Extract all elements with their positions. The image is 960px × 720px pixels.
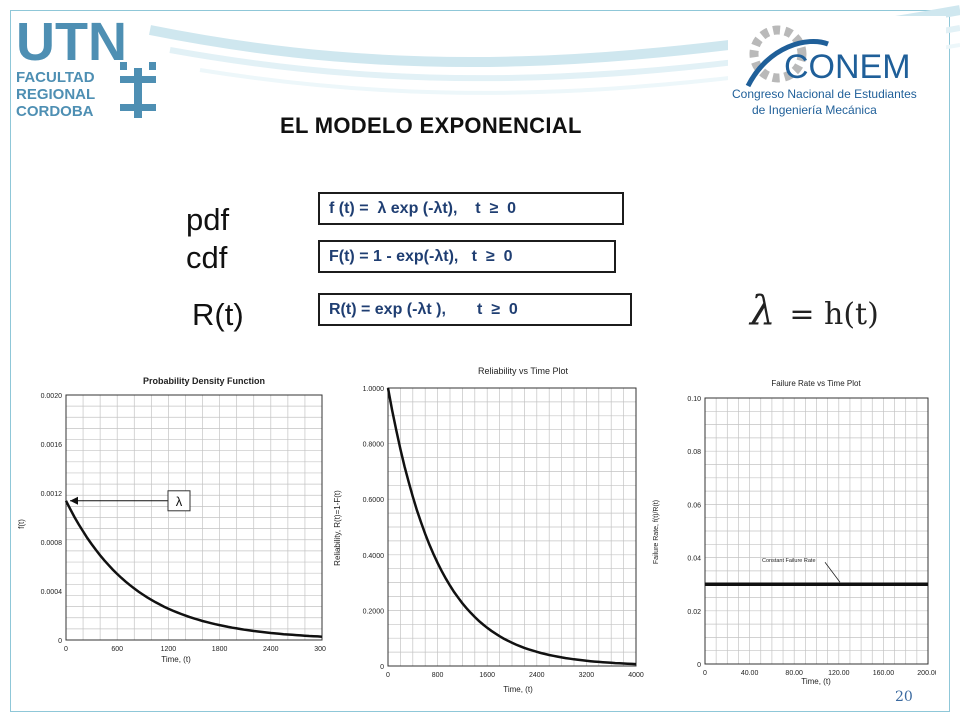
y-tick-label: 0.2000 bbox=[363, 608, 385, 615]
reliability-formula-box: R(t) = exp (-λt ), t ≥ 0 bbox=[318, 293, 632, 326]
y-tick-label: 0.06 bbox=[687, 502, 701, 509]
chart-xlabel: Time, (t) bbox=[161, 655, 191, 664]
x-tick-label: 800 bbox=[432, 672, 444, 679]
y-tick-label: 0.02 bbox=[687, 609, 701, 616]
chart-ylabel: f(t) bbox=[17, 519, 26, 529]
x-tick-label: 2400 bbox=[263, 646, 279, 653]
failure-rate-chart-svg: Failure Rate vs Time Plot Time, (t) Fail… bbox=[653, 379, 939, 686]
x-tick-label: 3200 bbox=[579, 672, 595, 679]
y-tick-label: 0.0008 bbox=[41, 540, 63, 547]
reliability-chart-svg: Reliability vs Time Plot Time, (t) Relia… bbox=[333, 366, 644, 694]
chart-title: Reliability vs Time Plot bbox=[478, 366, 569, 376]
pdf-chart: Probability Density Function Time, (t) f… bbox=[14, 368, 330, 664]
pdf-formula-box: f (t) = λ exp (-λt), t ≥ 0 bbox=[318, 192, 624, 225]
x-tick-label: 0 bbox=[386, 672, 390, 679]
y-tick-label: 0.8000 bbox=[363, 442, 385, 449]
slide-title: EL MODELO EXPONENCIAL bbox=[280, 113, 582, 138]
x-tick-label: 40.00 bbox=[741, 670, 759, 677]
pdf-label: pdf bbox=[186, 202, 230, 237]
annotation-label: Constant Failure Rate bbox=[762, 558, 816, 564]
y-tick-label: 0.10 bbox=[687, 396, 701, 403]
y-tick-label: 0.0020 bbox=[41, 393, 63, 400]
svg-text:CORDOBA: CORDOBA bbox=[16, 103, 94, 120]
pdf-chart-svg: Probability Density Function Time, (t) f… bbox=[17, 376, 330, 664]
svg-text:CONEM: CONEM bbox=[784, 48, 911, 86]
x-tick-label: 200.00 bbox=[917, 670, 936, 677]
cdf-label: cdf bbox=[186, 240, 228, 275]
reliability-label: R(t) bbox=[192, 297, 244, 332]
chart-ylabel: Failure Rate, f(t)/R(t) bbox=[653, 500, 660, 564]
y-tick-label: 0.08 bbox=[687, 449, 701, 456]
y-tick-label: 0.04 bbox=[687, 556, 701, 563]
chart-xlabel: Time, (t) bbox=[503, 685, 533, 694]
chart-ylabel: Reliability, R(t)=1-F(t) bbox=[333, 490, 342, 566]
y-tick-label: 0.6000 bbox=[363, 497, 385, 504]
y-tick-label: 0.0012 bbox=[41, 491, 63, 498]
y-tick-label: 0.0004 bbox=[41, 589, 63, 596]
page-number: 20 bbox=[895, 689, 913, 705]
y-tick-label: 0 bbox=[380, 664, 384, 671]
chart-title: Failure Rate vs Time Plot bbox=[771, 379, 861, 388]
x-tick-label: 600 bbox=[111, 646, 123, 653]
x-tick-label: 2400 bbox=[529, 672, 545, 679]
cdf-formula-box: F(t) = 1 - exp(-λt), t ≥ 0 bbox=[318, 240, 616, 273]
hazard-equation: λ = h(t) bbox=[750, 288, 879, 334]
lambda-symbol: λ bbox=[750, 288, 776, 334]
failure-rate-chart: Failure Rate vs Time Plot Time, (t) Fail… bbox=[650, 372, 939, 688]
hazard-rhs: = h(t) bbox=[789, 297, 879, 332]
reliability-chart: Reliability vs Time Plot Time, (t) Relia… bbox=[328, 358, 648, 696]
chart-xlabel: Time, (t) bbox=[801, 677, 831, 686]
annotation-label: λ bbox=[176, 494, 183, 509]
chart-title: Probability Density Function bbox=[143, 376, 265, 386]
annotation-leader bbox=[824, 561, 841, 583]
conem-logo: CONEM Congreso Nacional de Estudiantes d… bbox=[728, 16, 946, 122]
y-tick-label: 0 bbox=[58, 638, 62, 645]
x-tick-label: 0 bbox=[703, 670, 707, 677]
plot-border bbox=[387, 387, 637, 667]
series-line bbox=[386, 387, 637, 666]
x-tick-label: 4000 bbox=[628, 672, 644, 679]
annotation-box bbox=[167, 490, 191, 512]
y-tick-label: 0 bbox=[697, 662, 701, 669]
y-tick-label: 0.0016 bbox=[41, 442, 63, 449]
annotation-arrowhead bbox=[70, 496, 78, 505]
svg-text:REGIONAL: REGIONAL bbox=[16, 86, 95, 103]
utn-logo: UTN FACULTAD REGIONAL CORDOBA bbox=[16, 12, 156, 120]
plot-border bbox=[704, 397, 929, 665]
plot-border bbox=[65, 394, 323, 641]
svg-text:FACULTAD: FACULTAD bbox=[16, 69, 95, 86]
x-tick-label: 160.00 bbox=[873, 670, 895, 677]
x-tick-label: 1800 bbox=[212, 646, 228, 653]
series-line bbox=[64, 500, 323, 638]
x-tick-label: 120.00 bbox=[828, 670, 850, 677]
svg-text:de Ingeniería Mecánica: de Ingeniería Mecánica bbox=[752, 103, 877, 117]
y-tick-label: 0.4000 bbox=[363, 553, 385, 560]
svg-text:UTN: UTN bbox=[16, 12, 127, 72]
svg-text:Congreso Nacional de Estudiant: Congreso Nacional de Estudiantes bbox=[732, 87, 917, 101]
y-tick-label: 1.0000 bbox=[363, 386, 385, 393]
x-tick-label: 80.00 bbox=[785, 670, 803, 677]
x-tick-label: 1200 bbox=[161, 646, 177, 653]
x-tick-label: 0 bbox=[64, 646, 68, 653]
x-tick-label: 1600 bbox=[479, 672, 495, 679]
